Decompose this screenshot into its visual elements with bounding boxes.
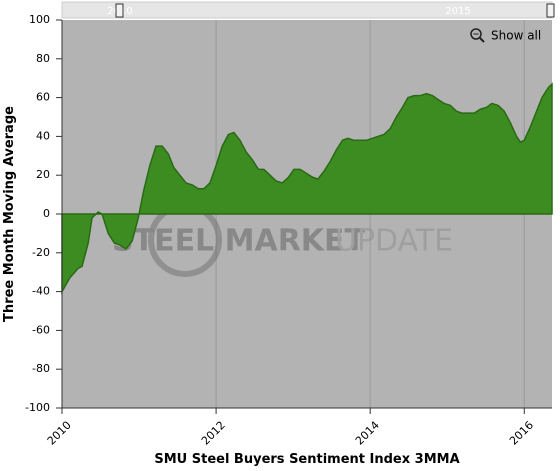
y-tick-label: -40 (32, 285, 50, 298)
watermark: STEEL MARKET UPDATE (112, 203, 453, 277)
area (61, 82, 553, 295)
watermark-text: UPDATE (335, 224, 453, 259)
navigator-handle[interactable] (115, 3, 124, 18)
x-tick-label: 2014 (353, 419, 382, 448)
y-tick-label: -20 (32, 246, 50, 259)
y-tick-label: 100 (29, 13, 50, 26)
navigator[interactable] (61, 1, 553, 19)
y-tick-label: 20 (36, 168, 50, 181)
x-tick-label: 2010 (45, 419, 74, 448)
x-tick-label: 2016 (507, 419, 536, 448)
button-label[interactable]: Show all (491, 29, 541, 43)
show-all-button[interactable]: Show all (470, 28, 541, 43)
y-axis-title: Three Month Moving Average (2, 106, 17, 322)
y-tick-label: 80 (36, 52, 50, 65)
watermark-text: STEEL MARKET (112, 224, 366, 259)
y-tick-label: 0 (43, 207, 50, 220)
y-tick-label: -60 (32, 323, 50, 336)
y-tick-label: 40 (36, 129, 50, 142)
y-tick-label: -80 (32, 362, 50, 375)
navigator-handle[interactable] (546, 3, 555, 18)
x-axis-title: SMU Steel Buyers Sentiment Index 3MMA (154, 452, 459, 467)
y-tick-label: 60 (36, 91, 50, 104)
navigator-label: 2015 (445, 6, 470, 17)
x-tick-label: 2012 (199, 419, 228, 448)
y-tick-label: -100 (25, 401, 50, 414)
